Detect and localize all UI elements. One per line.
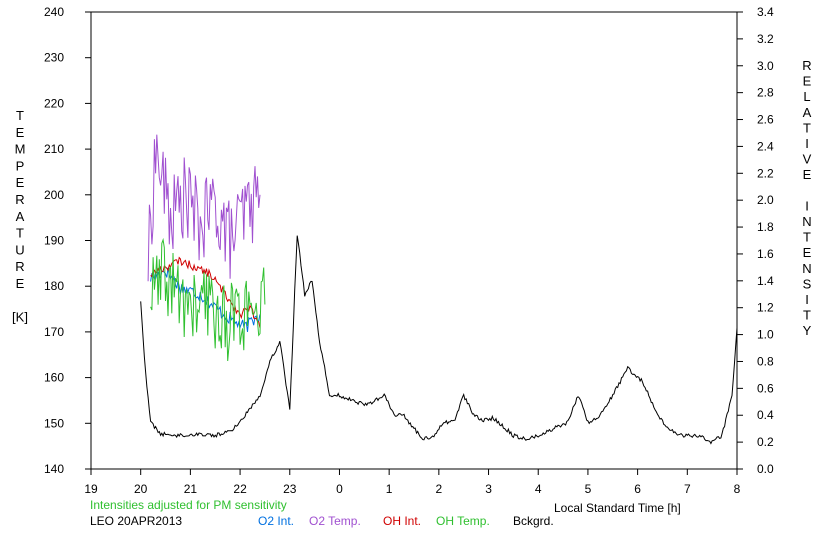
left-tick-label: 180 [44,279,64,293]
right-tick-label: 1.2 [757,301,774,315]
series-bckgrd-line [140,235,738,445]
right-axis-title-letter: E [803,167,812,182]
axis-labels: 19 20 21 22 23 0 1 2 3 4 5 6 7 8140150160170180190200… [12,5,812,496]
x-tick-label: 3 [485,482,492,496]
left-axis-title-letter: R [15,192,24,207]
right-axis-title-letter: T [803,308,811,323]
pm-sensitivity-note: Intensities adjusted for PM sensitivity [90,498,287,512]
right-tick-label: 3.4 [757,5,774,19]
right-axis-title-letter: E [803,245,812,260]
legend-oh-int: OH Int. [383,514,422,528]
right-axis-title-letter: Y [803,323,812,338]
left-axis-title-letter: E [16,276,25,291]
x-tick-label: 1 [386,482,393,496]
station-date-label: LEO 20APR2013 [90,514,183,528]
right-tick-label: 2.8 [757,86,774,100]
series-o2-temp-line [147,134,261,282]
left-tick-label: 160 [44,371,64,385]
legend-bckgrd: Bckgrd. [513,514,554,528]
x-tick-label: 2 [436,482,443,496]
left-tick-label: 170 [44,325,64,339]
x-axis-title: Local Standard Time [h] [554,501,681,515]
right-tick-label: 2.0 [757,193,774,207]
x-tick-label: 8 [734,482,741,496]
right-tick-label: 0.4 [757,408,774,422]
right-tick-label: 1.0 [757,328,774,342]
left-tick-label: 210 [44,142,64,156]
legend-oh-temp: OH Temp. [436,514,490,528]
right-axis-title-letter: R [802,58,811,73]
right-axis-title-letter: N [802,261,811,276]
left-axis-title-letter: U [15,242,24,257]
left-axis-title-letter: P [16,158,25,173]
right-axis-title-letter: L [803,89,810,104]
series-oh-int-line [150,256,261,329]
right-tick-label: 3.0 [757,59,774,73]
left-tick-label: 140 [44,462,64,476]
left-tick-label: 150 [44,416,64,430]
series-layer [140,134,738,445]
left-axis-title-letter: M [15,142,26,157]
right-tick-label: 2.6 [757,113,774,127]
left-tick-label: 220 [44,96,64,110]
x-tick-label: 21 [184,482,198,496]
x-tick-label: 0 [336,482,343,496]
right-tick-label: 1.8 [757,220,774,234]
left-axis-title-letter: E [16,175,25,190]
x-tick-label: 23 [283,482,297,496]
left-tick-label: 200 [44,188,64,202]
x-tick-label: 22 [233,482,247,496]
series-oh-temp-line [150,237,266,362]
left-tick-label: 240 [44,5,64,19]
right-axis-title-letter: T [803,120,811,135]
right-axis-title-letter: E [803,74,812,89]
right-tick-label: 2.2 [757,166,774,180]
left-axis-title-letter: [K] [12,310,28,325]
left-tick-label: 190 [44,234,64,248]
x-tick-label: 6 [634,482,641,496]
x-tick-label: 7 [684,482,691,496]
left-axis-title-letter: E [16,125,25,140]
x-tick-label: 5 [585,482,592,496]
right-tick-label: 0.6 [757,381,774,395]
right-tick-label: 3.2 [757,32,774,46]
right-tick-label: 0.2 [757,435,774,449]
axes [85,11,743,475]
right-tick-label: 0.0 [757,462,774,476]
left-axis-title-letter: T [16,108,24,123]
legend-o2-temp: O2 Temp. [309,514,361,528]
right-tick-label: 1.6 [757,247,774,261]
right-tick-label: 1.4 [757,274,774,288]
right-axis-title-letter: T [803,230,811,245]
right-axis-title-letter: I [805,198,809,213]
plot-frame [90,11,738,470]
right-axis-title-letter: S [803,276,812,291]
left-tick-label: 230 [44,51,64,65]
legend-o2-int: O2 Int. [258,514,295,528]
right-axis-title-letter: A [803,105,812,120]
left-axis-title-letter: R [15,259,24,274]
right-axis-title-letter: V [803,152,812,167]
right-axis-title-letter: I [805,136,809,151]
right-axis-title-letter: I [805,292,809,307]
right-axis-title-letter: N [802,214,811,229]
x-tick-label: 19 [84,482,98,496]
right-tick-label: 0.8 [757,354,774,368]
right-tick-label: 2.4 [757,139,774,153]
x-tick-label: 4 [535,482,542,496]
left-axis-title-letter: T [16,226,24,241]
x-tick-label: 20 [134,482,148,496]
left-axis-title-letter: A [16,209,25,224]
